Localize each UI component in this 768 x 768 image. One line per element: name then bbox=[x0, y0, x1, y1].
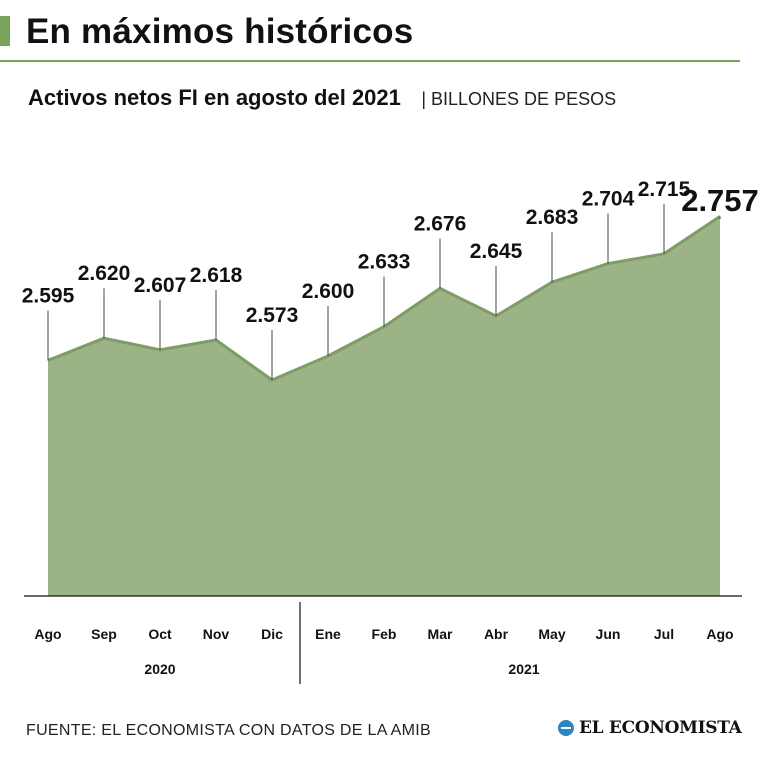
source-note: FUENTE: EL ECONOMISTA CON DATOS DE LA AM… bbox=[26, 722, 431, 739]
logo-text: EL ECONOMISTA bbox=[579, 718, 742, 738]
publisher-logo: EL ECONOMISTA bbox=[558, 718, 742, 738]
data-label: 2.600 bbox=[302, 280, 355, 303]
x-tick-label: Feb bbox=[372, 626, 397, 642]
data-label: 2.618 bbox=[190, 264, 243, 287]
year-label: 2021 bbox=[508, 661, 539, 677]
data-label: 2.633 bbox=[358, 251, 411, 274]
title-accent-bar bbox=[0, 16, 10, 46]
x-tick-label: Sep bbox=[91, 626, 117, 642]
x-tick-label: May bbox=[538, 626, 565, 642]
unit-label: | BILLONES DE PESOS bbox=[421, 89, 617, 109]
data-label: 2.676 bbox=[414, 212, 467, 235]
chart-title: Activos netos FI en agosto del 2021 bbox=[28, 85, 401, 110]
data-label: 2.683 bbox=[526, 206, 579, 229]
series-line bbox=[47, 215, 721, 382]
area-fill bbox=[48, 216, 720, 596]
data-label: 2.573 bbox=[246, 304, 299, 327]
chart-subtitle: Activos netos FI en agosto del 2021 | BI… bbox=[28, 84, 616, 115]
x-tick-label: Dic bbox=[261, 626, 283, 642]
x-tick-label: Ago bbox=[34, 626, 61, 642]
data-label: 2.757 bbox=[681, 183, 759, 218]
x-tick-label: Jun bbox=[596, 626, 621, 642]
title-divider bbox=[0, 60, 740, 62]
x-tick-label: Ago bbox=[706, 626, 733, 642]
page-title: En máximos históricos bbox=[26, 12, 414, 51]
x-tick-label: Oct bbox=[148, 626, 172, 642]
year-label: 2020 bbox=[144, 661, 175, 677]
x-tick-label: Mar bbox=[428, 626, 453, 642]
data-label: 2.595 bbox=[22, 284, 75, 307]
data-label: 2.607 bbox=[134, 274, 187, 297]
x-tick-label: Nov bbox=[203, 626, 230, 642]
data-label: 2.704 bbox=[582, 188, 635, 211]
x-tick-label: Jul bbox=[654, 626, 674, 642]
x-tick-label: Ene bbox=[315, 626, 341, 642]
data-label: 2.645 bbox=[470, 240, 523, 263]
x-tick-label: Abr bbox=[484, 626, 509, 642]
logo-icon bbox=[558, 720, 574, 736]
data-label: 2.715 bbox=[638, 178, 691, 201]
data-label: 2.620 bbox=[78, 262, 131, 285]
